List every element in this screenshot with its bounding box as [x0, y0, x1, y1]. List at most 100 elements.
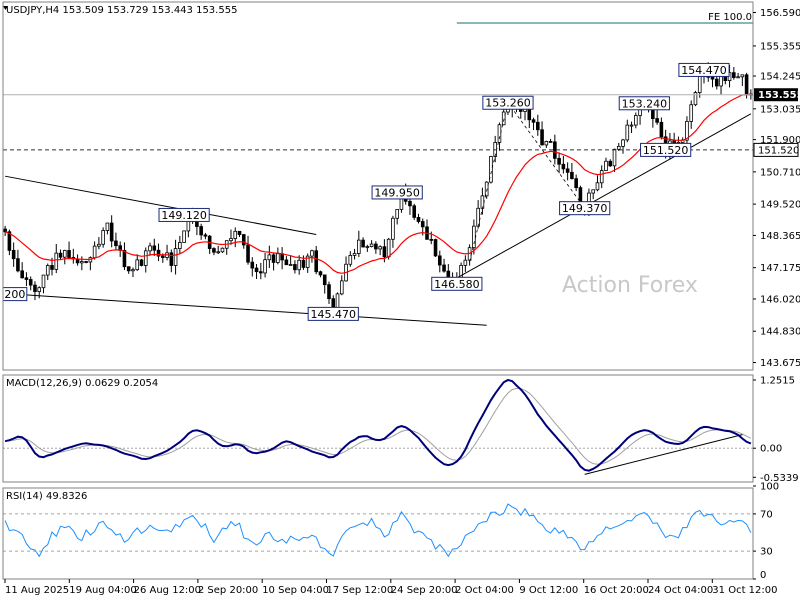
candle: [693, 90, 698, 107]
candle-body: [463, 259, 468, 266]
candle-body: [714, 78, 719, 87]
candle: [237, 230, 242, 238]
candle-body: [429, 238, 434, 241]
candle-body: [114, 240, 118, 247]
annotation-text: 153.240: [622, 97, 668, 110]
rsi-line: [4, 503, 752, 558]
candle-body: [250, 261, 255, 269]
ohlc-values: 153.509 153.729 153.443 153.555: [62, 5, 237, 16]
price-annotation: 153.240: [618, 96, 670, 111]
time-tick-label: 24 Sep 20:00: [391, 585, 458, 596]
candle: [740, 74, 745, 86]
candle: [28, 276, 33, 291]
candle-body: [276, 253, 280, 263]
candle: [229, 229, 233, 245]
candle: [143, 247, 148, 273]
candle-body: [416, 216, 421, 222]
candle-body: [271, 254, 276, 263]
candle: [178, 235, 182, 255]
candle: [544, 140, 549, 148]
candle: [736, 73, 740, 79]
candle: [71, 248, 76, 264]
candle: [16, 249, 20, 273]
candle: [293, 260, 297, 274]
candle: [685, 116, 689, 146]
candle: [105, 222, 110, 235]
time-tick-label: 17 Sep 12:00: [327, 585, 394, 596]
candle: [212, 247, 216, 256]
candle-body: [685, 121, 689, 141]
candle-body: [135, 259, 140, 271]
candle-body: [318, 271, 323, 276]
candle-body: [182, 230, 186, 243]
candle: [84, 260, 88, 264]
moving-average-line: [4, 94, 751, 274]
candle-body: [263, 259, 267, 274]
rsi-tick-label: 100: [760, 482, 779, 493]
trendline: [5, 293, 487, 326]
candle-body: [531, 119, 536, 123]
candle: [412, 203, 417, 220]
price-annotation: 149.370: [559, 201, 611, 216]
candle: [267, 245, 272, 269]
time-tick-label: 19 Aug 04:00: [69, 585, 136, 596]
annotation-box: [678, 62, 730, 77]
candle-body: [540, 129, 544, 146]
candle: [629, 121, 634, 133]
price-tick-label: 155.355: [760, 41, 800, 52]
candle: [348, 251, 353, 267]
candle-body: [476, 207, 480, 227]
candle-body: [293, 264, 297, 271]
candle: [246, 235, 250, 265]
candle: [570, 163, 574, 180]
candle-body: [101, 230, 105, 245]
collapse-triangle-icon: [3, 6, 8, 10]
price-annotation: 149.120: [158, 207, 210, 222]
candle-body: [161, 255, 165, 258]
price-tick-label: 148.365: [760, 231, 800, 242]
time-tick-label: 11 Aug 2025: [5, 585, 69, 596]
candle: [467, 244, 472, 266]
candle-body: [67, 250, 71, 258]
candle: [732, 67, 736, 80]
candle: [408, 198, 412, 215]
candle-body: [199, 226, 203, 236]
macd-trendline: [584, 434, 743, 475]
candle-body: [689, 104, 694, 122]
price-tag-box: [753, 142, 799, 157]
candle: [378, 245, 382, 256]
candle: [604, 157, 608, 171]
candle-body: [348, 254, 353, 265]
candle: [480, 187, 485, 215]
candle: [152, 238, 157, 256]
candle: [97, 237, 101, 250]
candle-body: [288, 264, 293, 266]
candle: [433, 238, 438, 257]
price-tick-label: 154.245: [760, 72, 800, 83]
candle: [41, 274, 46, 294]
candle-body: [139, 259, 144, 266]
candle: [322, 274, 327, 294]
candle: [634, 112, 638, 129]
candle-body: [54, 252, 59, 270]
candle-body: [322, 274, 327, 286]
candle-body: [105, 222, 110, 231]
candle: [352, 248, 357, 260]
candle-body: [152, 245, 157, 251]
candle: [20, 262, 24, 279]
candle: [33, 281, 37, 301]
symbol-timeframe: USDJPY,H4: [6, 5, 62, 16]
candle: [276, 247, 280, 265]
candle-body: [472, 225, 476, 249]
candle: [536, 114, 540, 136]
candle: [621, 138, 625, 154]
candle-body: [655, 118, 659, 123]
price-tick-label: 144.830: [760, 327, 800, 338]
annotation-box: [431, 276, 483, 291]
price-tick-label: 149.520: [760, 200, 800, 211]
main-panel-frame: [2, 1, 754, 371]
candle-body: [284, 259, 289, 266]
price-annotation: 151.520: [640, 142, 692, 157]
candle-body: [301, 259, 306, 268]
